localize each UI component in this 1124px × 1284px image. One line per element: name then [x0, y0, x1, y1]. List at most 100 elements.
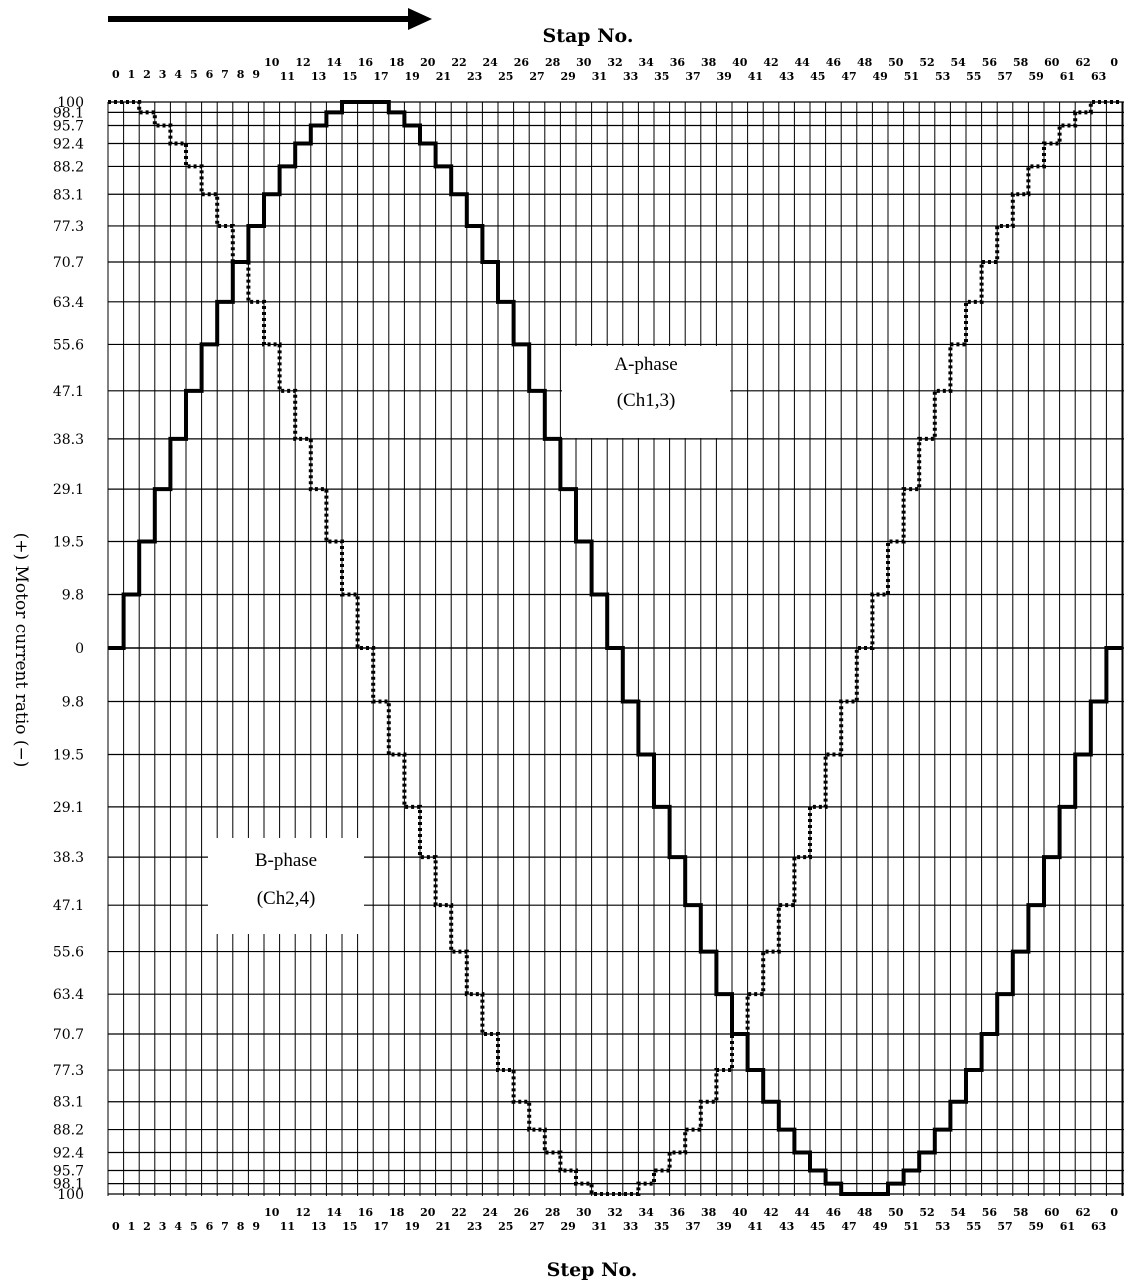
x-tick-label: 11: [280, 1220, 295, 1233]
x-tick-label: 20: [420, 1206, 436, 1219]
x-tick-label: 44: [795, 1206, 811, 1219]
y-tick-label: 100: [57, 1187, 84, 1203]
x-tick-label: 45: [810, 70, 825, 83]
x-axis-title-bottom: Step No.: [547, 1259, 638, 1281]
x-tick-label: 42: [763, 1206, 778, 1219]
x-tick-label: 29: [561, 1220, 576, 1233]
x-tick-label: 22: [451, 56, 466, 69]
x-tick-label: 63: [1091, 70, 1106, 83]
x-tick-label: 48: [857, 1206, 873, 1219]
x-tick-label: 1: [128, 1220, 136, 1233]
y-tick-label: 77.3: [53, 219, 84, 235]
x-tick-label: 49: [873, 70, 888, 83]
y-tick-label: 47.1: [53, 898, 84, 914]
y-tick-label: 92.4: [53, 136, 84, 152]
x-tick-label: 31: [592, 1220, 607, 1233]
y-tick-label: 98.1: [53, 105, 84, 121]
x-tick-label: 62: [1075, 56, 1090, 69]
x-tick-label: 36: [670, 56, 686, 69]
y-tick-label: 77.3: [53, 1063, 84, 1079]
x-tick-label: 47: [841, 70, 856, 83]
b-phase-line: [108, 100, 1122, 1196]
y-tick-label: 95.7: [53, 1164, 84, 1180]
x-tick-label: 3: [159, 1220, 167, 1233]
x-tick-label: 25: [498, 1220, 513, 1233]
x-tick-label: 36: [670, 1206, 686, 1219]
x-tick-label: 54: [951, 1206, 967, 1219]
x-tick-label: 51: [904, 1220, 919, 1233]
x-tick-label: 33: [623, 70, 638, 83]
x-tick-label: 11: [280, 70, 295, 83]
x-tick-label: 60: [1044, 56, 1060, 69]
b-phase-label: B-phase (Ch2,4): [208, 838, 364, 934]
x-tick-label: 43: [779, 70, 794, 83]
x-tick-label: 1: [128, 68, 136, 81]
x-tick-label: 8: [237, 68, 245, 81]
x-tick-label: 41: [748, 1220, 763, 1233]
x-tick-label: 9: [252, 1220, 260, 1233]
x-tick-label: 7: [221, 1220, 229, 1233]
x-tick-label: 61: [1060, 1220, 1075, 1233]
y-tick-label: 9.8: [62, 695, 84, 711]
x-tick-label: 6: [206, 68, 214, 81]
y-tick-label: 88.2: [53, 159, 84, 175]
x-tick-label: 47: [841, 1220, 856, 1233]
chart-text: 10098.195.792.488.283.177.370.763.455.64…: [11, 25, 1118, 1281]
y-tick-label: 38.3: [53, 850, 84, 866]
x-tick-label: 2: [143, 1220, 151, 1233]
x-tick-label: 52: [919, 56, 934, 69]
x-tick-label: 33: [623, 1220, 638, 1233]
x-tick-label: 57: [997, 70, 1012, 83]
x-tick-label: 14: [327, 56, 343, 69]
y-tick-label: 98.1: [53, 1177, 84, 1193]
x-tick-label: 37: [685, 70, 700, 83]
x-tick-label: 59: [1029, 70, 1044, 83]
x-tick-label: 7: [221, 68, 229, 81]
chart-grid: [107, 101, 1124, 1196]
a-phase-name: A-phase: [614, 354, 678, 375]
x-tick-label: 40: [732, 1206, 748, 1219]
y-axis-title: (+) Motor current ratio (−): [11, 533, 31, 768]
x-tick-label: 55: [966, 70, 981, 83]
x-tick-label: 56: [982, 1206, 998, 1219]
chart-series: [108, 100, 1122, 1196]
x-tick-label: 22: [451, 1206, 466, 1219]
x-tick-label: 26: [514, 56, 530, 69]
x-tick-label: 16: [358, 56, 374, 69]
x-tick-label: 16: [358, 1206, 374, 1219]
x-tick-label: 34: [639, 56, 655, 69]
x-tick-label: 54: [951, 56, 967, 69]
x-tick-label: 50: [888, 1206, 904, 1219]
x-tick-label: 26: [514, 1206, 530, 1219]
x-tick-label: 0: [1110, 1206, 1118, 1219]
x-tick-label: 31: [592, 70, 607, 83]
a-phase-line: [108, 100, 1122, 1196]
x-tick-label: 58: [1013, 1206, 1029, 1219]
x-tick-label: 46: [826, 56, 842, 69]
y-tick-label: 63.4: [53, 987, 84, 1003]
x-tick-label: 41: [748, 70, 763, 83]
x-tick-label: 42: [763, 56, 778, 69]
x-tick-label: 53: [935, 1220, 950, 1233]
x-tick-label: 57: [997, 1220, 1012, 1233]
x-tick-label: 51: [904, 70, 919, 83]
a-phase-label: A-phase (Ch1,3): [562, 346, 730, 438]
b-phase-channels: (Ch2,4): [256, 888, 316, 909]
x-tick-label: 20: [420, 56, 436, 69]
x-tick-label: 21: [436, 70, 451, 83]
x-tick-label: 46: [826, 1206, 842, 1219]
x-tick-label: 9: [252, 68, 260, 81]
x-axis-title-top: Stap No.: [542, 25, 633, 47]
x-tick-label: 23: [467, 1220, 482, 1233]
x-tick-label: 49: [873, 1220, 888, 1233]
x-tick-label: 17: [373, 1220, 388, 1233]
x-tick-label: 27: [529, 70, 544, 83]
x-tick-label: 2: [143, 68, 151, 81]
x-tick-label: 5: [190, 68, 198, 81]
x-tick-label: 3: [159, 68, 167, 81]
y-tick-label: 0: [75, 641, 84, 657]
y-tick-label: 19.5: [53, 747, 84, 763]
y-tick-label: 100: [57, 95, 84, 111]
direction-arrow: [108, 8, 432, 30]
